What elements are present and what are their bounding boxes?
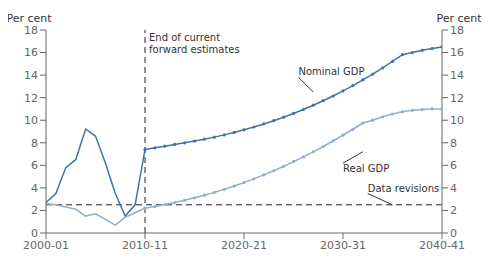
svg-text:Per cent: Per cent xyxy=(436,12,482,25)
svg-text:6: 6 xyxy=(450,159,457,172)
svg-text:10: 10 xyxy=(450,114,464,127)
svg-text:18: 18 xyxy=(24,24,38,37)
svg-text:4: 4 xyxy=(31,182,38,195)
svg-text:12: 12 xyxy=(450,92,464,105)
svg-text:6: 6 xyxy=(31,159,38,172)
svg-text:14: 14 xyxy=(450,69,464,82)
svg-text:2030-31: 2030-31 xyxy=(320,239,366,252)
svg-text:16: 16 xyxy=(450,46,464,59)
svg-text:2: 2 xyxy=(450,204,457,217)
svg-text:12: 12 xyxy=(24,92,38,105)
svg-text:4: 4 xyxy=(450,182,457,195)
svg-text:0: 0 xyxy=(31,227,38,240)
svg-text:2: 2 xyxy=(31,204,38,217)
svg-text:16: 16 xyxy=(24,46,38,59)
svg-text:Nominal GDP: Nominal GDP xyxy=(298,66,364,77)
svg-text:2040-41: 2040-41 xyxy=(419,239,465,252)
svg-text:End of currentforward estimate: End of currentforward estimates xyxy=(149,32,240,55)
svg-text:2000-01: 2000-01 xyxy=(23,239,69,252)
svg-text:8: 8 xyxy=(31,137,38,150)
svg-text:10: 10 xyxy=(24,114,38,127)
svg-text:18: 18 xyxy=(450,24,464,37)
svg-text:2020-21: 2020-21 xyxy=(221,239,267,252)
svg-text:8: 8 xyxy=(450,137,457,150)
svg-text:0: 0 xyxy=(450,227,457,240)
svg-text:Per cent: Per cent xyxy=(8,12,52,25)
svg-text:Real GDP: Real GDP xyxy=(343,163,389,174)
svg-text:14: 14 xyxy=(24,69,38,82)
svg-text:2010-11: 2010-11 xyxy=(122,239,168,252)
svg-text:Data revisions: Data revisions xyxy=(368,183,439,194)
